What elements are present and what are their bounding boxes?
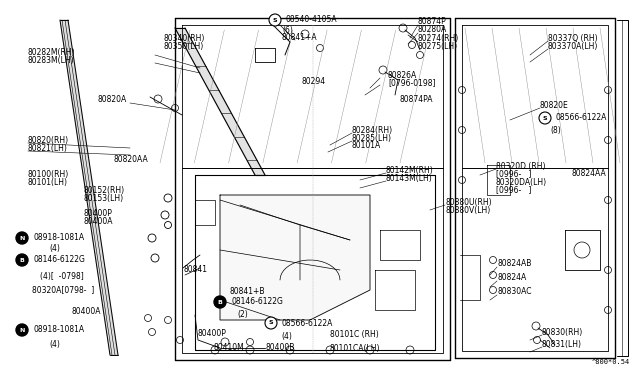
Circle shape [16,324,28,336]
Text: 80294: 80294 [302,77,326,87]
Circle shape [214,296,226,308]
Text: 80101A: 80101A [352,141,381,151]
Text: 80400A: 80400A [71,308,100,317]
Text: 80320D (RH): 80320D (RH) [496,161,545,170]
Text: 80820A: 80820A [98,96,127,105]
Text: 08146-6122G: 08146-6122G [33,256,85,264]
Text: 80100(RH): 80100(RH) [28,170,69,180]
Text: 80841+A: 80841+A [282,33,317,42]
Text: 80153(LH): 80153(LH) [83,193,123,202]
Text: 08566-6122A: 08566-6122A [555,113,606,122]
Text: 80874PA: 80874PA [400,96,433,105]
Text: 80282M(RH): 80282M(RH) [28,48,76,57]
Text: 80143M(LH): 80143M(LH) [386,173,433,183]
Text: 08918-1081A: 08918-1081A [33,326,84,334]
Text: B: B [20,257,24,263]
Text: 80101(LH): 80101(LH) [28,179,68,187]
Text: 08146-6122G: 08146-6122G [231,298,283,307]
Text: 80880V(LH): 80880V(LH) [445,205,490,215]
Text: (4): (4) [49,244,60,253]
Text: N: N [19,327,25,333]
Circle shape [16,254,28,266]
Polygon shape [220,195,370,320]
Text: (4)[  -0798]: (4)[ -0798] [40,272,84,280]
Text: 80350(LH): 80350(LH) [163,42,204,51]
Text: S: S [269,321,273,326]
Circle shape [269,14,281,26]
Text: 80274(RH): 80274(RH) [418,33,460,42]
Text: 08540-4105A: 08540-4105A [285,16,337,25]
Text: 80831(LH): 80831(LH) [542,340,582,349]
Text: 80337Q (RH): 80337Q (RH) [548,33,598,42]
Text: (6): (6) [283,26,293,35]
Text: [0996-   ]: [0996- ] [496,170,531,179]
Text: 80824AB: 80824AB [497,260,531,269]
Text: (2): (2) [237,311,248,320]
Text: 80826A: 80826A [388,71,417,80]
Text: (4): (4) [282,333,292,341]
Polygon shape [175,28,265,175]
Polygon shape [60,20,118,355]
Text: 80340(RH): 80340(RH) [163,33,204,42]
Text: N: N [19,235,25,241]
Text: 80824AA: 80824AA [572,170,607,179]
Text: 80874P: 80874P [418,17,447,26]
Text: 08566-6122A: 08566-6122A [282,318,333,327]
Text: 80880U(RH): 80880U(RH) [445,198,492,206]
Text: 80410M: 80410M [213,343,244,353]
Text: 08918-1081A: 08918-1081A [33,234,84,243]
Text: 80320A[0798-  ]: 80320A[0798- ] [32,285,94,295]
Text: ^800*0.54: ^800*0.54 [592,359,630,365]
Circle shape [539,112,551,124]
Text: [0996-   ]: [0996- ] [496,186,531,195]
Text: 80830AC: 80830AC [497,288,531,296]
Circle shape [16,232,28,244]
Text: 80830(RH): 80830(RH) [542,327,583,337]
Text: 80400P: 80400P [83,209,112,218]
Text: 80820E: 80820E [540,100,569,109]
Text: 80820(RH): 80820(RH) [28,135,69,144]
Text: [0796-0198]: [0796-0198] [388,78,435,87]
Text: (4): (4) [49,340,60,350]
Text: B: B [218,299,223,305]
Text: 80101CA(LH): 80101CA(LH) [330,343,381,353]
Text: 80400B: 80400B [265,343,294,353]
Circle shape [265,317,277,329]
Text: 80285(LH): 80285(LH) [352,134,392,142]
Text: 80400A: 80400A [83,218,113,227]
Text: 80283M(LH): 80283M(LH) [28,55,75,64]
Text: 80400P: 80400P [198,328,227,337]
Text: 80824A: 80824A [497,273,526,282]
Text: 80275(LH): 80275(LH) [418,42,458,51]
Text: 80320DA(LH): 80320DA(LH) [496,177,547,186]
Text: 80280A: 80280A [418,26,447,35]
Text: 803370A(LH): 803370A(LH) [548,42,598,51]
Text: 80841+B: 80841+B [230,288,266,296]
Text: 80821(LH): 80821(LH) [28,144,68,153]
Text: 80820AA: 80820AA [113,155,148,164]
Text: 80284(RH): 80284(RH) [352,125,393,135]
Text: 80841: 80841 [183,266,207,275]
Text: S: S [273,17,277,22]
Text: S: S [543,115,547,121]
Text: 80142M(RH): 80142M(RH) [386,166,434,174]
Text: 80101C (RH): 80101C (RH) [330,330,379,340]
Text: (8): (8) [550,125,561,135]
Text: 80152(RH): 80152(RH) [83,186,124,195]
